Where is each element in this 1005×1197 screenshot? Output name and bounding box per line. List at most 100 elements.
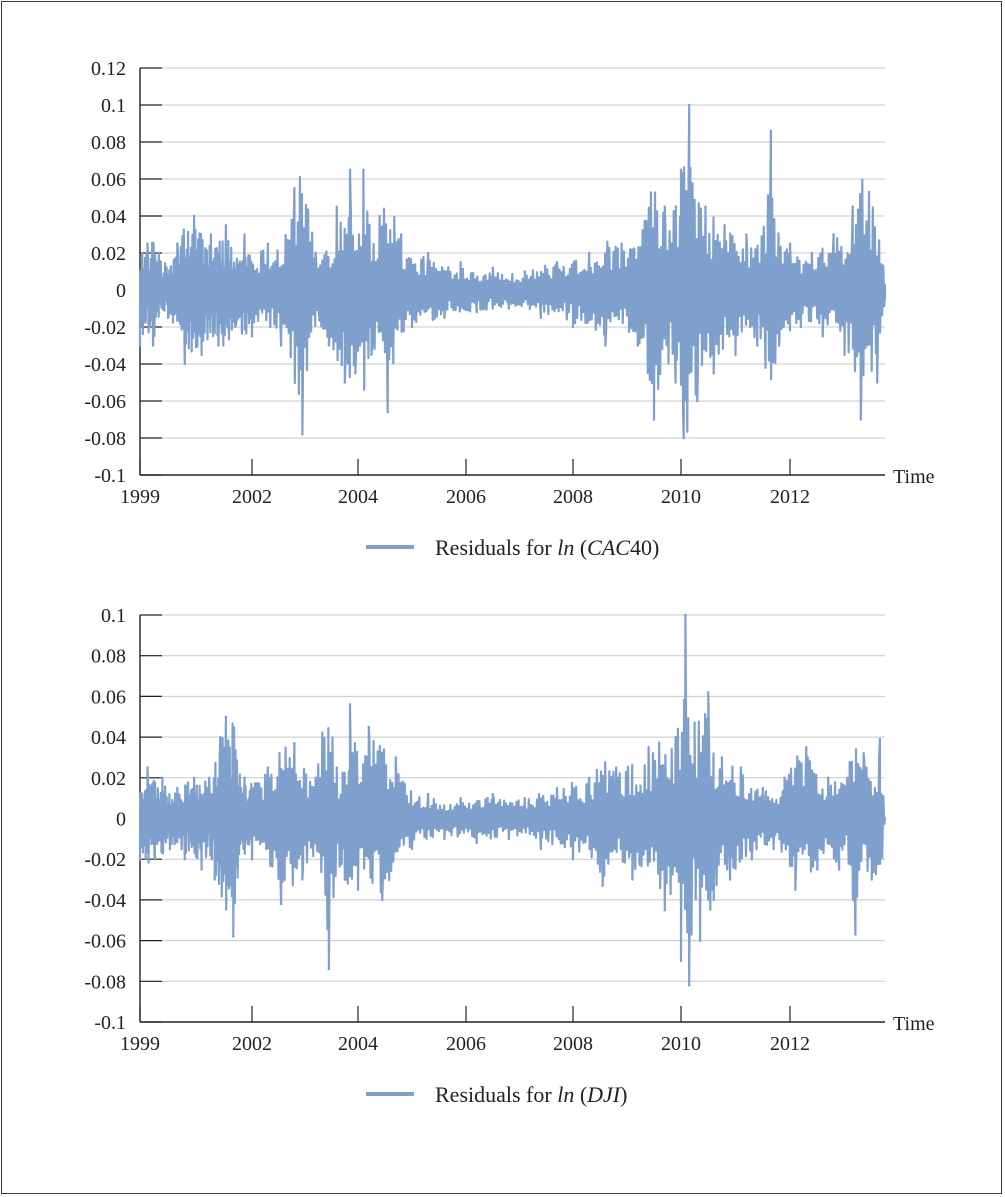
data-point: [443, 837, 446, 841]
x-tick-label: 2002: [232, 1033, 272, 1055]
data-point: [883, 817, 887, 820]
data-point: [739, 766, 743, 769]
data-point: [491, 792, 494, 796]
data-point: [867, 190, 871, 194]
data-point: [370, 353, 373, 356]
data-point: [679, 168, 683, 171]
data-point: [266, 242, 270, 245]
x-axis-label: Time: [893, 466, 935, 488]
y-tick-label: -0.06: [84, 931, 126, 953]
data-point: [783, 776, 786, 779]
data-point: [378, 214, 381, 218]
data-point: [816, 868, 819, 871]
data-point: [712, 372, 715, 375]
x-tick-label: 2012: [770, 1033, 810, 1055]
y-tick-label: 0.1: [101, 605, 126, 627]
data-point: [631, 878, 634, 881]
data-point: [862, 752, 865, 755]
data-point: [539, 316, 543, 319]
y-tick-label: -0.04: [84, 354, 126, 376]
data-point: [343, 878, 346, 881]
data-point: [698, 939, 702, 942]
y-tick-label: -0.1: [94, 1012, 126, 1034]
data-point: [234, 325, 237, 329]
data-point: [745, 233, 748, 236]
data-point: [459, 261, 462, 264]
data-point: [348, 168, 352, 171]
data-point: [523, 797, 526, 800]
data-point: [827, 776, 830, 779]
legend-label: Residuals for ln (DJI): [435, 1082, 627, 1107]
legend: Residuals for ln (CAC40): [366, 535, 659, 560]
data-point: [832, 233, 835, 236]
data-point: [327, 344, 331, 347]
data-point: [224, 715, 228, 718]
data-point: [507, 837, 510, 841]
data-point: [157, 251, 160, 255]
data-point: [138, 858, 142, 861]
data-point: [192, 776, 196, 779]
data-point: [652, 418, 656, 421]
x-tick-label: 2006: [446, 1033, 486, 1055]
data-point: [394, 756, 397, 759]
data-point: [799, 325, 803, 329]
data-point: [176, 242, 179, 245]
data-point: [588, 776, 591, 779]
data-point: [769, 129, 773, 133]
data-point: [293, 742, 296, 745]
data-point: [243, 233, 246, 236]
x-tick-label: 2008: [553, 1033, 593, 1055]
data-point: [750, 858, 753, 861]
data-point: [571, 858, 575, 861]
y-tick-label: -0.06: [84, 391, 126, 413]
y-tick-label: 0.08: [91, 132, 126, 154]
data-point: [443, 316, 446, 319]
data-point: [301, 878, 304, 881]
data-point: [684, 613, 687, 617]
data-point: [475, 841, 478, 845]
y-tick-label: 0.04: [91, 727, 126, 749]
data-point: [168, 847, 172, 851]
data-point: [266, 766, 270, 769]
data-point: [209, 233, 213, 236]
x-tick-label: 2008: [553, 486, 593, 508]
data-point: [878, 737, 882, 741]
data-point: [761, 786, 764, 790]
y-tick-label: -0.08: [84, 428, 126, 450]
data-point: [805, 746, 808, 749]
data-point: [821, 335, 824, 338]
data-point: [571, 325, 575, 329]
data-point: [777, 344, 781, 347]
series-line: [138, 103, 887, 440]
data-point: [314, 251, 317, 255]
data-point: [723, 224, 726, 227]
data-point: [679, 959, 683, 963]
data-point: [153, 858, 157, 861]
y-tick-label: 0: [116, 280, 126, 302]
data-point: [647, 746, 650, 749]
data-point: [151, 344, 155, 347]
y-tick-label: 0.12: [91, 58, 126, 80]
y-tick-label: 0.06: [91, 169, 126, 191]
data-point: [491, 266, 494, 269]
data-point: [335, 205, 338, 208]
data-point: [219, 735, 222, 739]
y-tick-label: -0.08: [84, 971, 126, 993]
data-point: [682, 436, 685, 440]
data-point: [663, 908, 666, 912]
y-tick-label: 0.1: [101, 95, 126, 117]
data-point: [367, 725, 370, 729]
x-tick-label: 2006: [446, 486, 486, 508]
data-point: [200, 868, 203, 871]
data-point: [354, 372, 357, 375]
data-point: [794, 888, 797, 891]
data-point: [232, 935, 235, 938]
data-point: [636, 344, 639, 347]
data-point: [243, 776, 246, 779]
data-point: [693, 721, 696, 725]
data-point: [427, 792, 430, 796]
data-point: [335, 766, 338, 769]
data-point: [712, 898, 715, 902]
legend: Residuals for ln (DJI): [366, 1082, 627, 1107]
